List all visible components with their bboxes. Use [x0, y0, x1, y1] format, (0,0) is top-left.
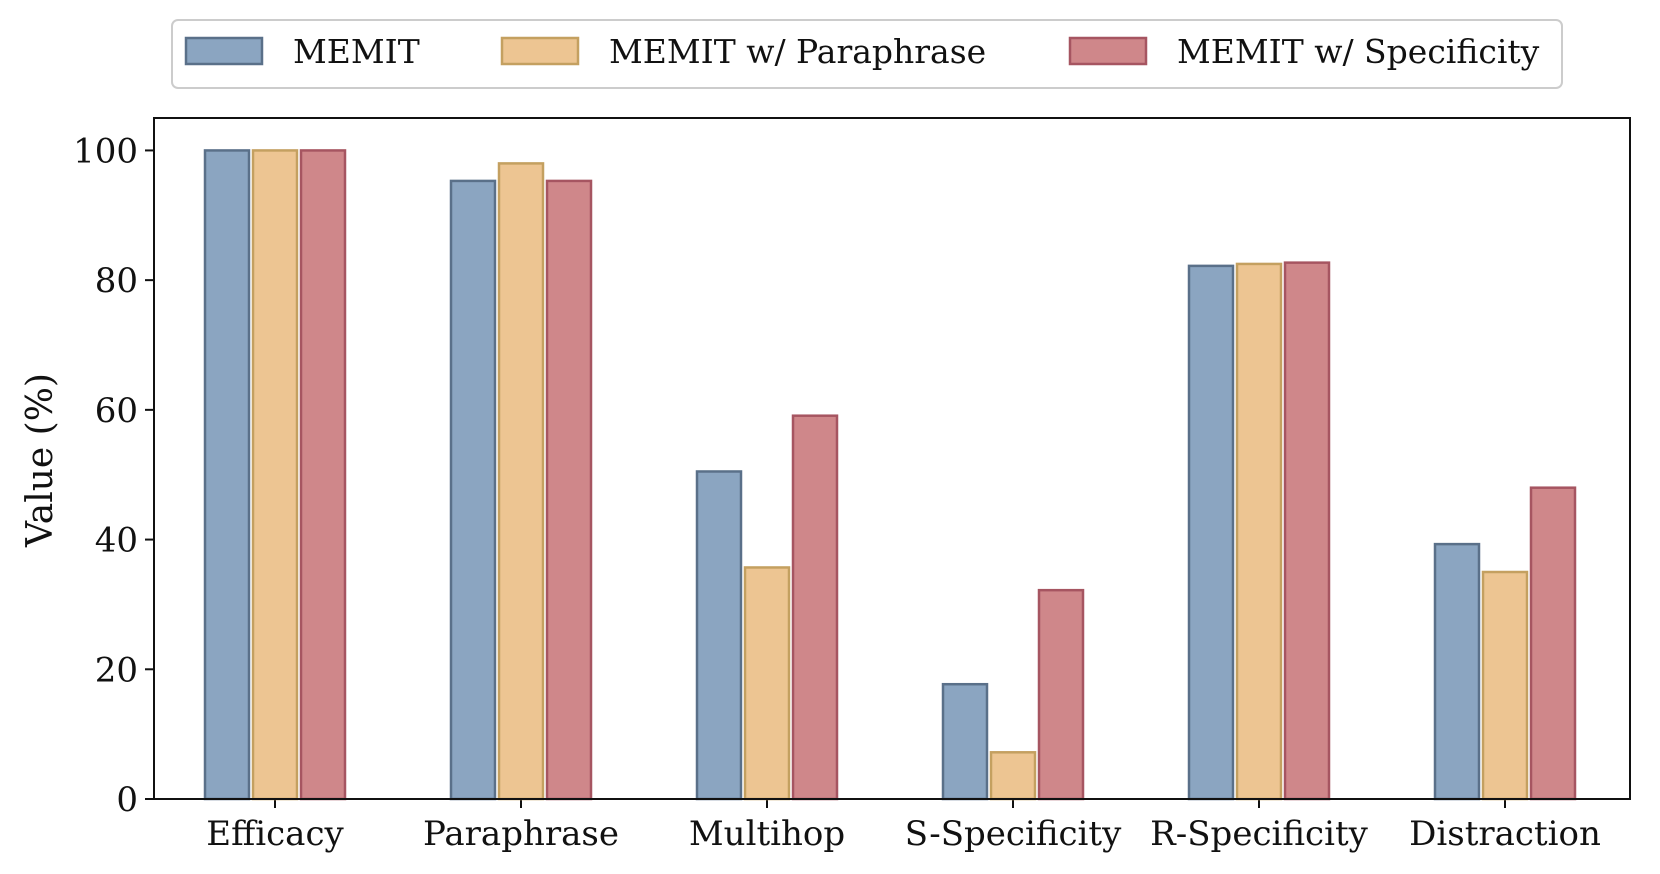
legend-label-memit-specificity: MEMIT w/ Specificity: [1177, 32, 1540, 71]
x-ticks: Efficacy Paraphrase Multihop S-Specificity R…: [206, 799, 1601, 854]
legend-swatch-memit: [184, 36, 264, 66]
bar-memit-w-paraphrase-distraction: [1481, 570, 1529, 801]
y-axis-title: Value (%): [20, 373, 61, 548]
bar-memit-w-paraphrase-r-specificity: [1235, 262, 1283, 801]
bar-memit-w-specificity-r-specificity: [1283, 261, 1331, 801]
x-tick-label-efficacy: Efficacy: [206, 814, 344, 854]
legend-swatch-memit-specificity: [1068, 36, 1148, 66]
bar-memit-multihop: [695, 470, 743, 801]
y-ticks: 0 20 40 60 80 100: [73, 131, 154, 820]
y-tick-label-80: 80: [95, 261, 138, 301]
y-tick-label-40: 40: [95, 521, 138, 561]
bar-memit-w-specificity-paraphrase: [545, 179, 593, 801]
bar-memit-distraction: [1433, 542, 1481, 801]
bar-memit-w-specificity-multihop: [791, 414, 839, 801]
bar-memit-w-paraphrase-efficacy: [251, 149, 299, 801]
x-tick-label-distraction: Distraction: [1409, 814, 1601, 854]
bar-memit-paraphrase: [449, 179, 497, 801]
bar-memit-w-specificity-distraction: [1529, 486, 1577, 801]
legend-label-memit: MEMIT: [293, 32, 420, 71]
legend-swatch-memit-paraphrase: [500, 36, 580, 66]
y-tick-label-0: 0: [116, 780, 138, 820]
bar-memit-w-paraphrase-paraphrase: [497, 162, 545, 801]
bar-memit-s-specificity: [941, 682, 989, 801]
bar-memit-w-paraphrase-multihop: [743, 566, 791, 801]
x-tick-label-s-specificity: S-Specificity: [905, 814, 1122, 854]
legend-label-memit-paraphrase: MEMIT w/ Paraphrase: [609, 32, 986, 71]
y-tick-label-60: 60: [95, 391, 138, 431]
bar-memit-w-paraphrase-s-specificity: [989, 751, 1037, 801]
bar-memit-r-specificity: [1187, 264, 1235, 801]
bar-memit-w-specificity-s-specificity: [1037, 588, 1085, 801]
y-tick-label-20: 20: [95, 650, 138, 690]
plot-frame: [153, 117, 1631, 800]
bar-memit-efficacy: [203, 149, 251, 801]
bar-memit-w-specificity-efficacy: [299, 149, 347, 801]
y-tick-label-100: 100: [73, 131, 138, 171]
legend: MEMIT MEMIT w/ Paraphrase MEMIT w/ Speci…: [171, 19, 1563, 89]
x-tick-label-r-specificity: R-Specificity: [1150, 814, 1368, 854]
x-tick-label-multihop: Multihop: [689, 814, 845, 854]
bars: [203, 149, 1577, 801]
x-tick-label-paraphrase: Paraphrase: [423, 814, 619, 854]
